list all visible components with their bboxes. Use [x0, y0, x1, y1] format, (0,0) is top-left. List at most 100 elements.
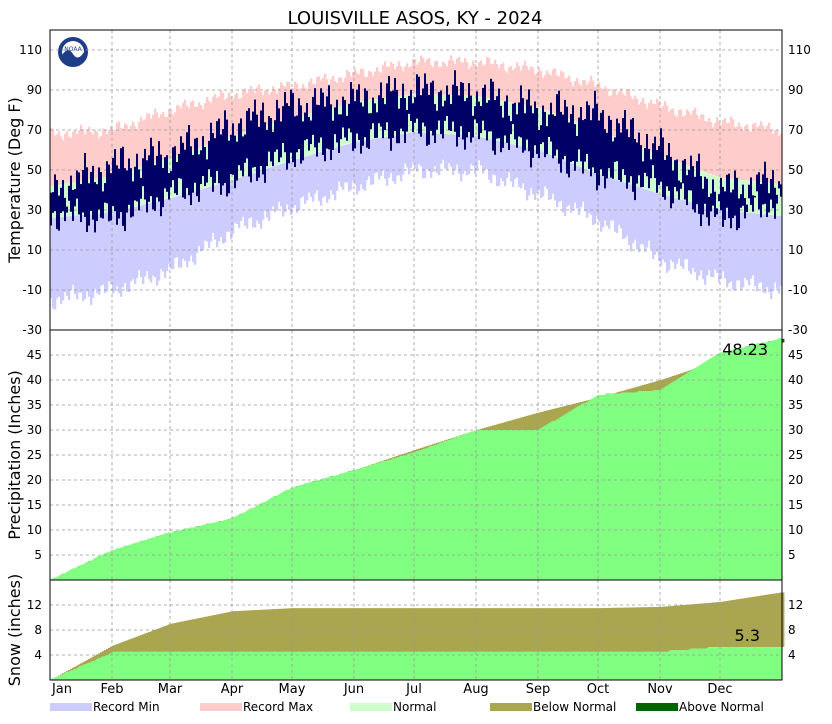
- record-min-bar: [176, 196, 178, 257]
- record-max-bar: [512, 70, 514, 103]
- record-min-bar: [452, 134, 454, 175]
- observed-temp-bar: [134, 167, 136, 201]
- record-max-bar: [100, 136, 102, 178]
- observed-temp-bar: [632, 118, 634, 192]
- observed-temp-bar: [196, 138, 198, 196]
- observed-temp-bar: [232, 123, 234, 174]
- observed-temp-bar: [118, 169, 120, 219]
- observed-temp-bar: [732, 190, 734, 219]
- observed-temp-bar: [252, 112, 254, 168]
- observed-temp-bar: [652, 143, 654, 165]
- record-min-bar: [438, 134, 440, 176]
- record-min-bar: [400, 134, 402, 181]
- record-min-bar: [132, 207, 134, 279]
- observed-temp-bar: [474, 106, 476, 119]
- precip-tick-label-right: 30: [788, 423, 803, 437]
- record-min-bar: [72, 216, 74, 285]
- temperature-tick-label-left: 10: [27, 243, 42, 257]
- observed-temp-bar: [762, 174, 764, 204]
- temperature-tick-label-right: 30: [788, 203, 803, 217]
- record-max-bar: [304, 88, 306, 115]
- observed-temp-bar: [106, 161, 108, 203]
- temperature-tick-label-left: -30: [22, 323, 42, 337]
- record-min-bar: [262, 170, 264, 220]
- record-max-bar: [130, 126, 132, 171]
- record-min-bar: [142, 205, 144, 284]
- record-min-bar: [240, 177, 242, 221]
- observed-temp-bar: [710, 193, 712, 211]
- observed-temp-bar: [486, 103, 488, 141]
- observed-temp-bar: [362, 106, 364, 145]
- observed-temp-bar: [76, 171, 78, 199]
- observed-temp-bar: [482, 88, 484, 121]
- record-min-bar: [712, 208, 714, 277]
- record-max-bar: [334, 81, 336, 107]
- record-min-bar: [504, 142, 506, 186]
- observed-temp-bar: [770, 179, 772, 200]
- observed-temp-bar: [764, 162, 766, 204]
- observed-temp-bar: [126, 170, 128, 212]
- observed-temp-bar: [94, 182, 96, 232]
- record-max-bar: [574, 81, 576, 121]
- record-max-bar: [258, 85, 260, 129]
- observed-temp-bar: [372, 98, 374, 124]
- observed-temp-bar: [184, 150, 186, 199]
- observed-temp-bar: [742, 185, 744, 206]
- record-min-bar: [76, 215, 78, 299]
- observed-temp-bar: [124, 168, 126, 231]
- observed-temp-bar: [154, 165, 156, 211]
- observed-temp-bar: [760, 184, 762, 217]
- observed-temp-bar: [646, 134, 648, 176]
- observed-temp-bar: [546, 126, 548, 154]
- record-max-bar: [552, 69, 554, 113]
- observed-temp-bar: [466, 98, 468, 137]
- record-min-bar: [588, 170, 590, 213]
- record-max-bar: [576, 78, 578, 122]
- record-min-bar: [156, 201, 158, 285]
- observed-temp-bar: [90, 172, 92, 211]
- observed-temp-bar: [412, 103, 414, 132]
- observed-temp-bar: [490, 79, 492, 132]
- record-min-bar: [724, 210, 726, 278]
- record-min-bar: [696, 204, 698, 281]
- observed-temp-bar: [574, 124, 576, 171]
- observed-temp-bar: [180, 136, 182, 178]
- record-min-bar: [384, 137, 386, 179]
- chart-title: LOUISVILLE ASOS, KY - 2024: [288, 8, 543, 29]
- record-max-bar: [294, 81, 296, 117]
- record-max-bar: [362, 69, 364, 101]
- observed-temp-bar: [452, 85, 454, 122]
- observed-temp-bar: [52, 192, 54, 213]
- record-min-bar: [576, 165, 578, 208]
- record-max-bar: [708, 118, 710, 174]
- legend-label: Normal: [393, 700, 436, 714]
- observed-temp-bar: [620, 133, 622, 182]
- observed-temp-bar: [628, 137, 630, 182]
- observed-temp-bar: [392, 91, 394, 138]
- observed-temp-bar: [700, 176, 702, 226]
- record-min-bar: [362, 141, 364, 189]
- record-min-bar: [628, 184, 630, 245]
- record-min-bar: [714, 208, 716, 269]
- record-min-bar: [274, 166, 276, 212]
- record-min-bar: [740, 212, 742, 290]
- record-min-bar: [372, 139, 374, 184]
- record-max-bar: [166, 117, 168, 160]
- record-min-bar: [482, 137, 484, 173]
- month-label: Oct: [587, 682, 609, 697]
- precipitation-ylabel: Precipitation (Inches): [5, 370, 24, 540]
- observed-temp-bar: [468, 83, 470, 132]
- observed-temp-bar: [472, 116, 474, 138]
- observed-temp-bar: [292, 93, 294, 162]
- record-min-bar: [512, 144, 514, 187]
- record-min-bar: [314, 154, 316, 194]
- month-label: Apr: [221, 682, 244, 697]
- observed-temp-bar: [702, 189, 704, 215]
- record-max-bar: [56, 134, 58, 185]
- record-min-bar: [672, 197, 674, 262]
- record-min-bar: [134, 207, 136, 284]
- record-max-bar: [242, 90, 244, 133]
- observed-temp-bar: [578, 118, 580, 150]
- record-max-bar: [176, 105, 178, 156]
- observed-temp-bar: [580, 107, 582, 161]
